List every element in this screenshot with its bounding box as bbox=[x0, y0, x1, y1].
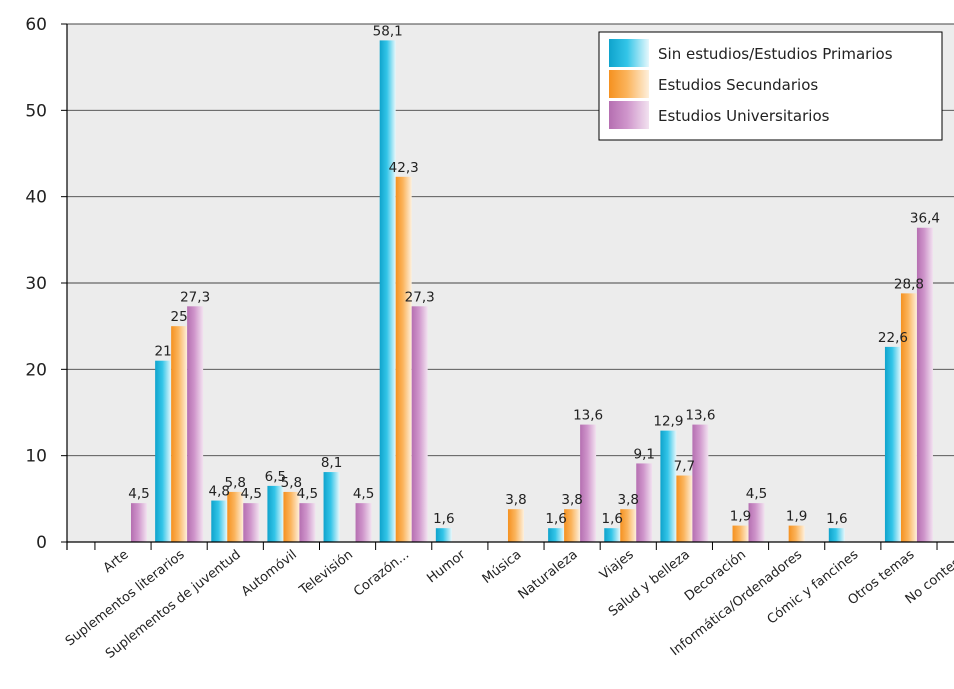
y-tick-label: 10 bbox=[25, 447, 47, 467]
data-labels: 21 4,8 6,5 8,1 58,1 1,6 1,6 1,6 12,9 1,6 22,6 25 5,8… bbox=[128, 23, 940, 527]
bar-2 bbox=[227, 491, 244, 542]
bar-2 bbox=[564, 509, 581, 542]
data-label: 36,4 bbox=[910, 211, 940, 227]
bar-2 bbox=[732, 525, 749, 542]
bar-3 bbox=[131, 503, 147, 542]
bar-1 bbox=[211, 500, 228, 542]
bar-1 bbox=[660, 430, 677, 542]
bar-3 bbox=[692, 424, 709, 542]
bar-1 bbox=[323, 472, 340, 542]
data-label: 42,3 bbox=[389, 160, 419, 176]
bar-2 bbox=[171, 326, 188, 542]
bar-2 bbox=[900, 293, 917, 542]
bar-1 bbox=[379, 40, 396, 543]
y-tick-label: 60 bbox=[25, 15, 47, 35]
bar-3 bbox=[355, 503, 372, 542]
bar-3 bbox=[187, 306, 204, 542]
bar-3 bbox=[636, 463, 653, 542]
y-tick-label: 50 bbox=[25, 101, 47, 121]
data-label: 7,7 bbox=[674, 459, 695, 475]
legend-box bbox=[598, 31, 943, 141]
bar-1 bbox=[604, 528, 621, 542]
data-label: 1,6 bbox=[826, 511, 847, 527]
bar-3 bbox=[748, 503, 765, 542]
bar-2 bbox=[620, 509, 637, 542]
data-label: 27,3 bbox=[180, 289, 210, 305]
data-label: 28,8 bbox=[894, 276, 924, 292]
data-label: 12,9 bbox=[653, 414, 683, 430]
data-label: 8,1 bbox=[321, 455, 342, 471]
legend-swatch bbox=[609, 70, 649, 98]
x-tick-label: Corazón... bbox=[351, 547, 412, 599]
bar-2 bbox=[283, 491, 300, 542]
data-label: 4,5 bbox=[297, 486, 318, 502]
y-tick-label: 40 bbox=[25, 188, 47, 208]
x-tick-label: Automóvil bbox=[239, 547, 300, 599]
legend-swatch bbox=[609, 101, 649, 129]
data-label: 13,6 bbox=[685, 408, 715, 424]
bar-3 bbox=[243, 503, 260, 542]
x-tick-label: Naturaleza bbox=[516, 547, 581, 602]
data-label: 3,8 bbox=[561, 492, 582, 508]
bar-3 bbox=[916, 227, 933, 542]
bar-2 bbox=[395, 176, 412, 542]
data-label: 1,9 bbox=[786, 509, 807, 525]
legend-entry: Estudios Universitarios bbox=[658, 107, 830, 125]
data-label: 4,5 bbox=[241, 486, 262, 502]
legend-swatch bbox=[609, 39, 649, 67]
data-label: 3,8 bbox=[618, 492, 639, 508]
data-label: 1,6 bbox=[545, 511, 566, 527]
data-label: 21 bbox=[155, 344, 172, 360]
bar-3 bbox=[411, 306, 428, 542]
bar-1 bbox=[435, 528, 452, 542]
legend: Sin estudios/Estudios Primarios Estudios … bbox=[598, 31, 943, 141]
data-label: 4,8 bbox=[209, 484, 230, 500]
data-label: 25 bbox=[171, 309, 188, 325]
bar-3 bbox=[580, 424, 597, 542]
data-label: 4,5 bbox=[353, 486, 374, 502]
bar-1 bbox=[155, 360, 172, 542]
y-tick-label: 20 bbox=[25, 360, 47, 380]
data-label: 27,3 bbox=[405, 289, 435, 305]
x-tick-label: Arte bbox=[101, 547, 132, 576]
legend-entry: Sin estudios/Estudios Primarios bbox=[658, 45, 893, 63]
bar-1 bbox=[548, 528, 565, 542]
legend-entry: Estudios Secundarios bbox=[658, 76, 818, 94]
gridlines bbox=[67, 23, 954, 457]
x-tick-label: Humor bbox=[424, 547, 468, 586]
data-label: 22,6 bbox=[878, 330, 908, 346]
bar-2 bbox=[507, 509, 524, 542]
y-tick-label: 0 bbox=[36, 533, 47, 553]
data-label: 5,8 bbox=[225, 475, 246, 491]
bar-3 bbox=[299, 503, 316, 542]
data-label: 58,1 bbox=[373, 23, 403, 39]
bar-2 bbox=[788, 525, 805, 542]
data-label: 6,5 bbox=[265, 469, 286, 485]
data-label: 1,9 bbox=[730, 509, 751, 525]
data-label: 9,1 bbox=[634, 446, 655, 462]
data-label: 4,5 bbox=[746, 486, 767, 502]
bars bbox=[131, 40, 933, 543]
data-label: 5,8 bbox=[281, 475, 302, 491]
x-tick-label: Televisión bbox=[296, 547, 356, 598]
x-tick-label: Viajes bbox=[597, 547, 637, 583]
bar-1 bbox=[267, 485, 284, 542]
data-label: 1,6 bbox=[602, 511, 623, 527]
x-tick-label: Música bbox=[480, 547, 525, 587]
data-label: 13,6 bbox=[573, 408, 603, 424]
y-tick-label: 30 bbox=[25, 274, 47, 294]
bar-1 bbox=[828, 528, 845, 542]
bar-2 bbox=[676, 475, 693, 542]
data-label: 3,8 bbox=[505, 492, 526, 508]
bar-1 bbox=[884, 346, 901, 542]
data-label: 1,6 bbox=[433, 511, 454, 527]
data-label: 4,5 bbox=[128, 486, 149, 502]
